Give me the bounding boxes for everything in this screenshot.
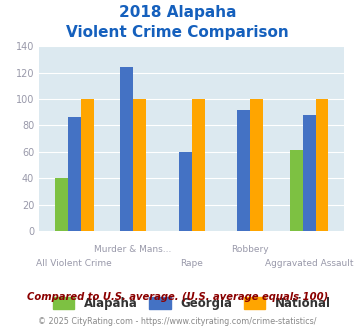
Text: Murder & Mans...: Murder & Mans... (94, 245, 172, 254)
Text: Rape: Rape (180, 259, 203, 268)
Bar (192, 99, 204, 231)
Bar (68, 117, 81, 231)
Text: Robbery: Robbery (231, 245, 269, 254)
Text: Aggravated Assault: Aggravated Assault (265, 259, 353, 268)
Bar (81, 99, 94, 231)
Bar (303, 115, 316, 231)
Bar (250, 99, 263, 231)
Text: Violent Crime Comparison: Violent Crime Comparison (66, 25, 289, 40)
Bar (120, 67, 133, 231)
Bar (55, 178, 68, 231)
Bar (316, 99, 328, 231)
Text: 2018 Alapaha: 2018 Alapaha (119, 5, 236, 20)
Bar (237, 110, 250, 231)
Legend: Alapaha, Georgia, National: Alapaha, Georgia, National (48, 292, 335, 315)
Bar (179, 152, 192, 231)
Bar (290, 150, 303, 231)
Bar (133, 99, 146, 231)
Text: Compared to U.S. average. (U.S. average equals 100): Compared to U.S. average. (U.S. average … (27, 292, 328, 302)
Text: All Violent Crime: All Violent Crime (37, 259, 112, 268)
Text: © 2025 CityRating.com - https://www.cityrating.com/crime-statistics/: © 2025 CityRating.com - https://www.city… (38, 317, 317, 326)
